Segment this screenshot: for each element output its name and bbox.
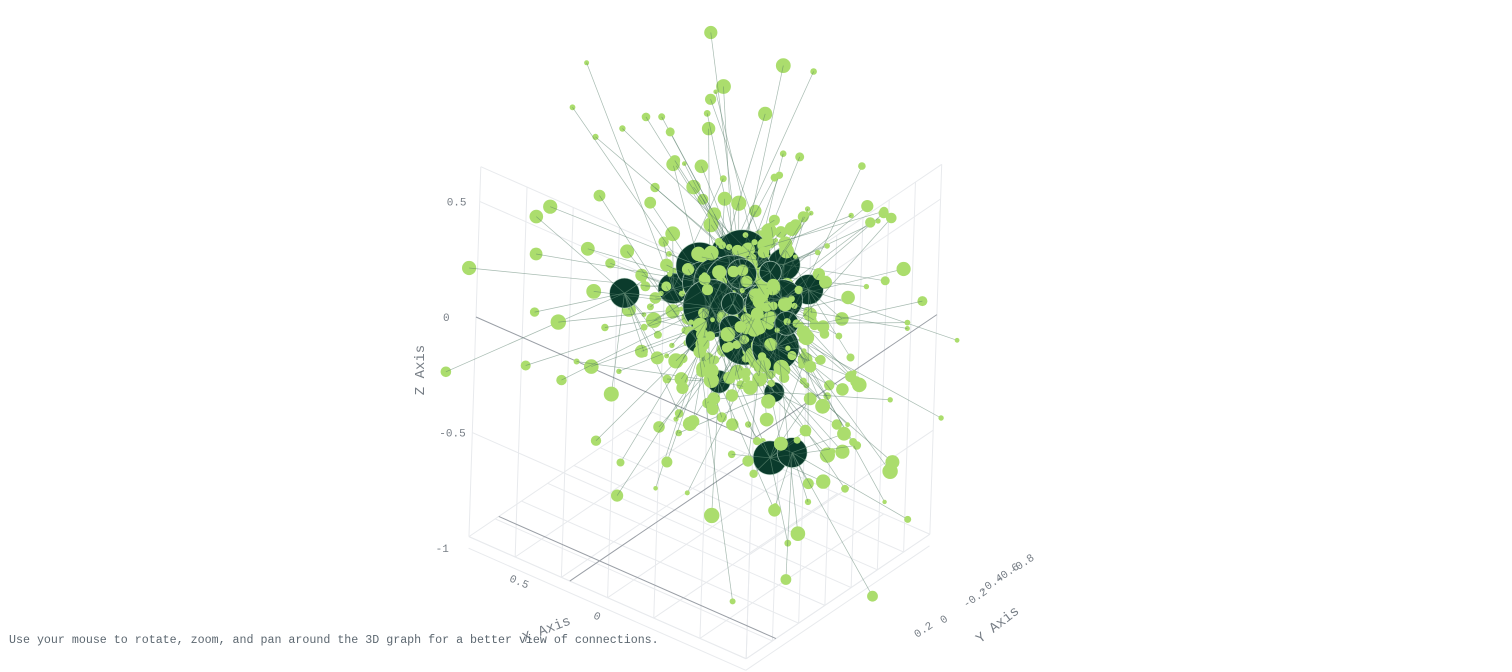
svg-text:Z Axis: Z Axis: [413, 345, 429, 395]
svg-text:-1: -1: [436, 544, 450, 556]
svg-text:-0.5: -0.5: [439, 429, 465, 441]
svg-text:0: 0: [443, 313, 450, 325]
svg-text:0.5: 0.5: [447, 197, 467, 209]
